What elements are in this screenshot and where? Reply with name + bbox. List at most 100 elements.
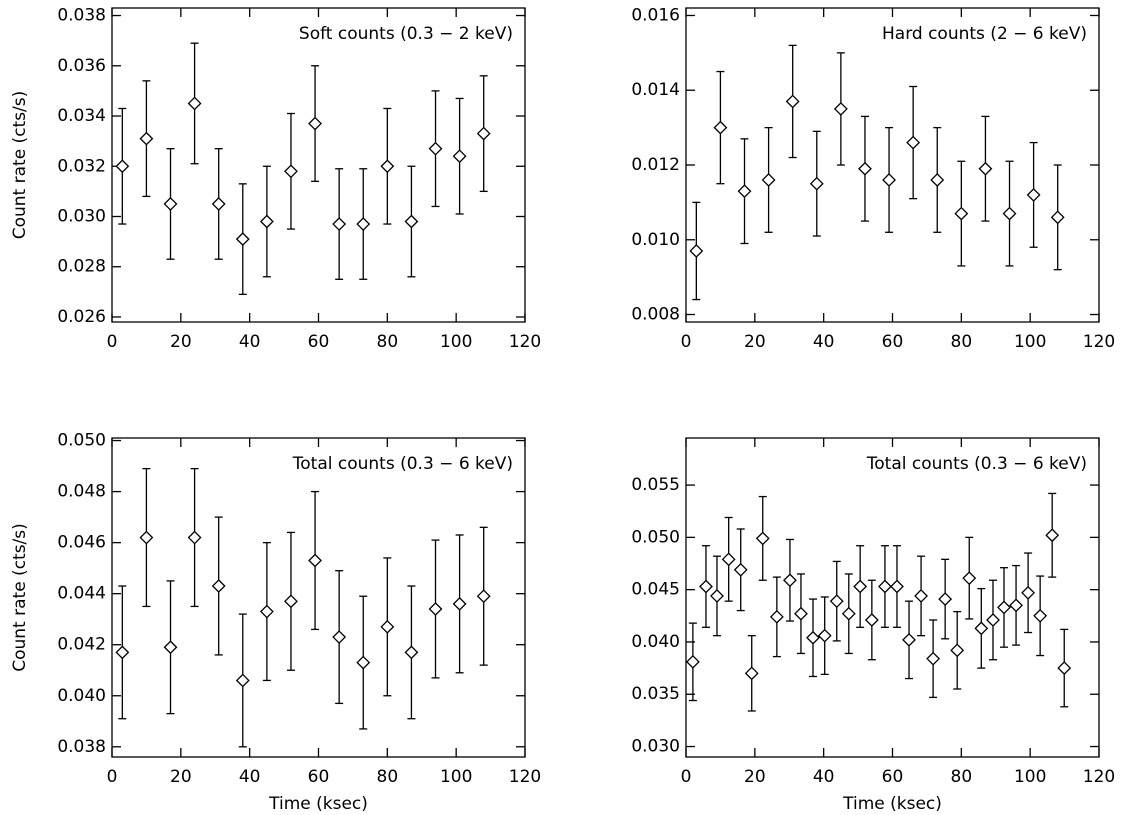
x-tick-label: 60 <box>882 767 904 787</box>
x-tick-label: 20 <box>170 767 192 787</box>
diamond-marker <box>710 589 724 603</box>
diamond-marker <box>308 116 322 131</box>
diamond-marker <box>902 632 916 647</box>
plot-frame <box>111 437 526 758</box>
diamond-marker <box>986 613 1000 627</box>
y-tick-label: 0.008 <box>631 305 680 325</box>
y-tick-label: 0.028 <box>57 257 106 277</box>
diamond-marker <box>139 530 154 545</box>
diamond-marker <box>163 197 178 211</box>
diamond-marker <box>404 214 419 229</box>
diamond-marker <box>380 619 395 634</box>
diamond-marker <box>1021 585 1036 600</box>
diamond-marker <box>187 530 202 545</box>
x-tick-label: 100 <box>1014 767 1046 787</box>
y-tick-label: 0.044 <box>57 584 106 604</box>
diamond-marker <box>332 217 347 231</box>
diamond-marker <box>737 184 752 199</box>
diamond-marker <box>962 571 977 586</box>
diamond-marker <box>452 149 467 164</box>
x-tick-label: 100 <box>440 332 472 352</box>
diamond-marker <box>1002 206 1017 221</box>
diamond-marker <box>163 640 178 655</box>
diamond-marker <box>428 141 443 156</box>
x-axis-label: Time (ksec) <box>268 794 368 814</box>
x-tick-label: 40 <box>813 332 835 352</box>
y-tick-label: 0.038 <box>57 737 106 757</box>
x-tick-label: 80 <box>377 332 399 352</box>
panel-annotation: Soft counts (0.3 − 2 keV) <box>299 24 513 44</box>
diamond-marker <box>115 159 130 174</box>
diamond-marker <box>356 217 371 231</box>
diamond-marker <box>689 244 704 258</box>
diamond-marker <box>356 655 371 670</box>
diamond-marker <box>115 645 130 660</box>
x-tick-label: 120 <box>1083 332 1115 352</box>
diamond-marker <box>853 579 868 594</box>
y-tick-label: 0.042 <box>57 635 106 655</box>
diamond-marker <box>721 552 736 567</box>
y-tick-label: 0.014 <box>631 80 680 100</box>
panel-annotation: Hard counts (2 − 6 keV) <box>882 24 1087 44</box>
diamond-marker <box>938 592 953 606</box>
diamond-marker <box>1050 210 1065 225</box>
diamond-marker <box>284 164 298 179</box>
diamond-marker <box>139 131 154 146</box>
x-tick-label: 80 <box>377 767 399 787</box>
diamond-marker <box>785 94 800 109</box>
x-tick-label: 60 <box>308 767 330 787</box>
y-tick-label: 0.012 <box>631 155 680 175</box>
y-tick-label: 0.040 <box>57 686 106 706</box>
y-tick-label: 0.030 <box>631 737 680 757</box>
diamond-marker <box>1045 528 1060 543</box>
x-tick-label: 0 <box>681 767 692 787</box>
x-tick-label: 120 <box>509 332 541 352</box>
x-tick-label: 20 <box>744 332 766 352</box>
diamond-marker <box>954 206 969 221</box>
diamond-marker <box>761 173 776 187</box>
x-tick-label: 120 <box>509 767 541 787</box>
x-tick-label: 120 <box>1083 767 1115 787</box>
diamond-marker <box>926 651 941 666</box>
y-tick-label: 0.010 <box>631 230 680 250</box>
diamond-marker <box>308 553 322 568</box>
x-tick-label: 0 <box>681 332 692 352</box>
diamond-marker <box>235 232 250 247</box>
diamond-marker <box>187 96 202 111</box>
diamond-marker <box>794 606 808 621</box>
x-tick-label: 100 <box>440 767 472 787</box>
diamond-marker <box>890 579 904 594</box>
diamond-marker <box>906 135 921 150</box>
diamond-marker <box>284 594 298 609</box>
x-tick-label: 60 <box>308 332 330 352</box>
diamond-marker <box>950 643 965 658</box>
diamond-marker <box>476 589 491 604</box>
diamond-marker <box>1009 598 1023 613</box>
plot-frame <box>685 437 1100 758</box>
y-tick-label: 0.032 <box>57 156 106 176</box>
diamond-marker <box>1026 187 1041 202</box>
x-tick-label: 80 <box>951 767 973 787</box>
plot-frame <box>111 7 526 323</box>
diamond-marker <box>685 654 700 669</box>
diamond-marker <box>974 621 989 636</box>
diamond-marker <box>878 579 892 594</box>
y-tick-label: 0.046 <box>57 533 106 553</box>
diamond-marker <box>930 173 945 187</box>
diamond-marker <box>235 673 250 688</box>
diamond-marker <box>841 606 856 621</box>
x-tick-label: 40 <box>239 767 261 787</box>
y-tick-label: 0.048 <box>57 482 106 502</box>
x-tick-label: 80 <box>951 332 973 352</box>
diamond-marker <box>809 176 824 191</box>
diamond-marker <box>833 102 848 116</box>
y-tick-label: 0.050 <box>57 431 106 451</box>
plot-frame <box>685 7 1100 323</box>
x-tick-label: 60 <box>882 332 904 352</box>
diamond-marker <box>997 600 1011 615</box>
diamond-marker <box>858 161 872 176</box>
y-tick-label: 0.045 <box>631 580 680 600</box>
diamond-marker <box>806 630 820 645</box>
y-tick-label: 0.038 <box>57 6 106 26</box>
